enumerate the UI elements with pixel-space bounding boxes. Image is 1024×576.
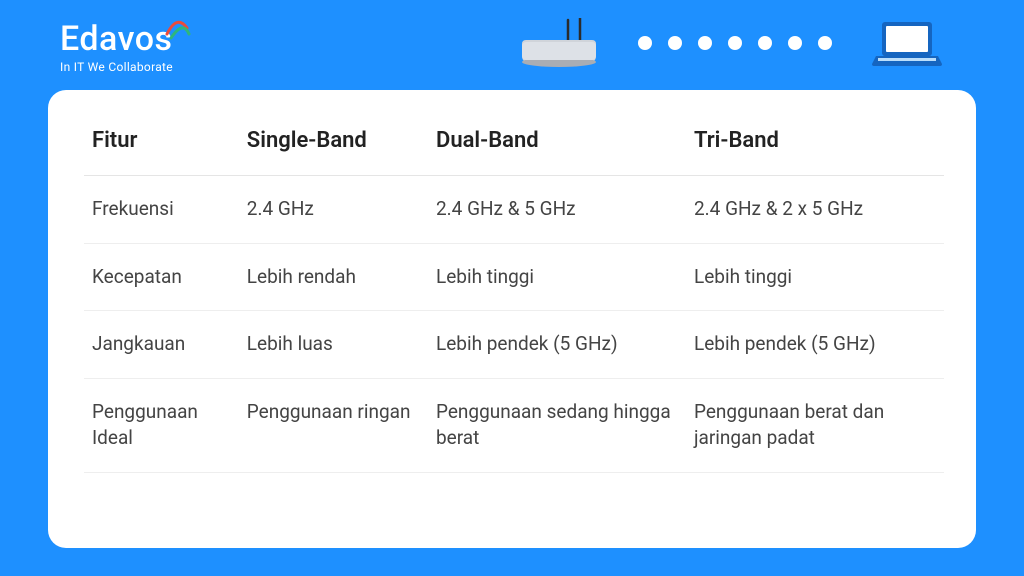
table-row: Frekuensi 2.4 GHz 2.4 GHz & 5 GHz 2.4 GH… <box>84 176 944 244</box>
cell: 2.4 GHz & 5 GHz <box>428 176 686 244</box>
cell: Jangkauan <box>84 311 239 379</box>
dot-icon <box>758 36 772 50</box>
dot-icon <box>668 36 682 50</box>
cell: Penggunaan sedang hingga berat <box>428 378 686 472</box>
cell: 2.4 GHz & 2 x 5 GHz <box>686 176 944 244</box>
laptop-icon <box>872 18 942 68</box>
brand-swirl-icon <box>163 16 191 44</box>
header-graphic <box>520 18 942 68</box>
cell: Lebih rendah <box>239 243 428 311</box>
cell: Penggunaan berat dan jaringan padat <box>686 378 944 472</box>
cell: Frekuensi <box>84 176 239 244</box>
table-header-row: Fitur Single-Band Dual-Band Tri-Band <box>84 118 944 176</box>
table-row: Penggunaan Ideal Penggunaan ringan Pengg… <box>84 378 944 472</box>
col-header: Dual-Band <box>428 118 686 176</box>
cell: Penggunaan Ideal <box>84 378 239 472</box>
cell: 2.4 GHz <box>239 176 428 244</box>
brand-name-text: Edavos <box>60 19 173 59</box>
col-header: Tri-Band <box>686 118 944 176</box>
cell: Lebih pendek (5 GHz) <box>686 311 944 379</box>
cell: Kecepatan <box>84 243 239 311</box>
table-row: Jangkauan Lebih luas Lebih pendek (5 GHz… <box>84 311 944 379</box>
cell: Lebih pendek (5 GHz) <box>428 311 686 379</box>
dot-icon <box>698 36 712 50</box>
cell: Lebih tinggi <box>686 243 944 311</box>
cell: Lebih luas <box>239 311 428 379</box>
connection-dots <box>638 36 832 50</box>
table-row: Kecepatan Lebih rendah Lebih tinggi Lebi… <box>84 243 944 311</box>
brand-tagline: In IT We Collaborate <box>60 60 173 74</box>
header: Edavos In IT We Collaborate <box>0 0 1024 90</box>
comparison-card: Fitur Single-Band Dual-Band Tri-Band Fre… <box>48 90 976 548</box>
brand-name: Edavos <box>60 22 173 56</box>
col-header: Fitur <box>84 118 239 176</box>
dot-icon <box>818 36 832 50</box>
dot-icon <box>728 36 742 50</box>
dot-icon <box>638 36 652 50</box>
dot-icon <box>788 36 802 50</box>
cell: Lebih tinggi <box>428 243 686 311</box>
cell: Penggunaan ringan <box>239 378 428 472</box>
router-icon <box>520 18 598 68</box>
brand-logo: Edavos In IT We Collaborate <box>60 22 173 74</box>
col-header: Single-Band <box>239 118 428 176</box>
comparison-table: Fitur Single-Band Dual-Band Tri-Band Fre… <box>84 118 944 473</box>
